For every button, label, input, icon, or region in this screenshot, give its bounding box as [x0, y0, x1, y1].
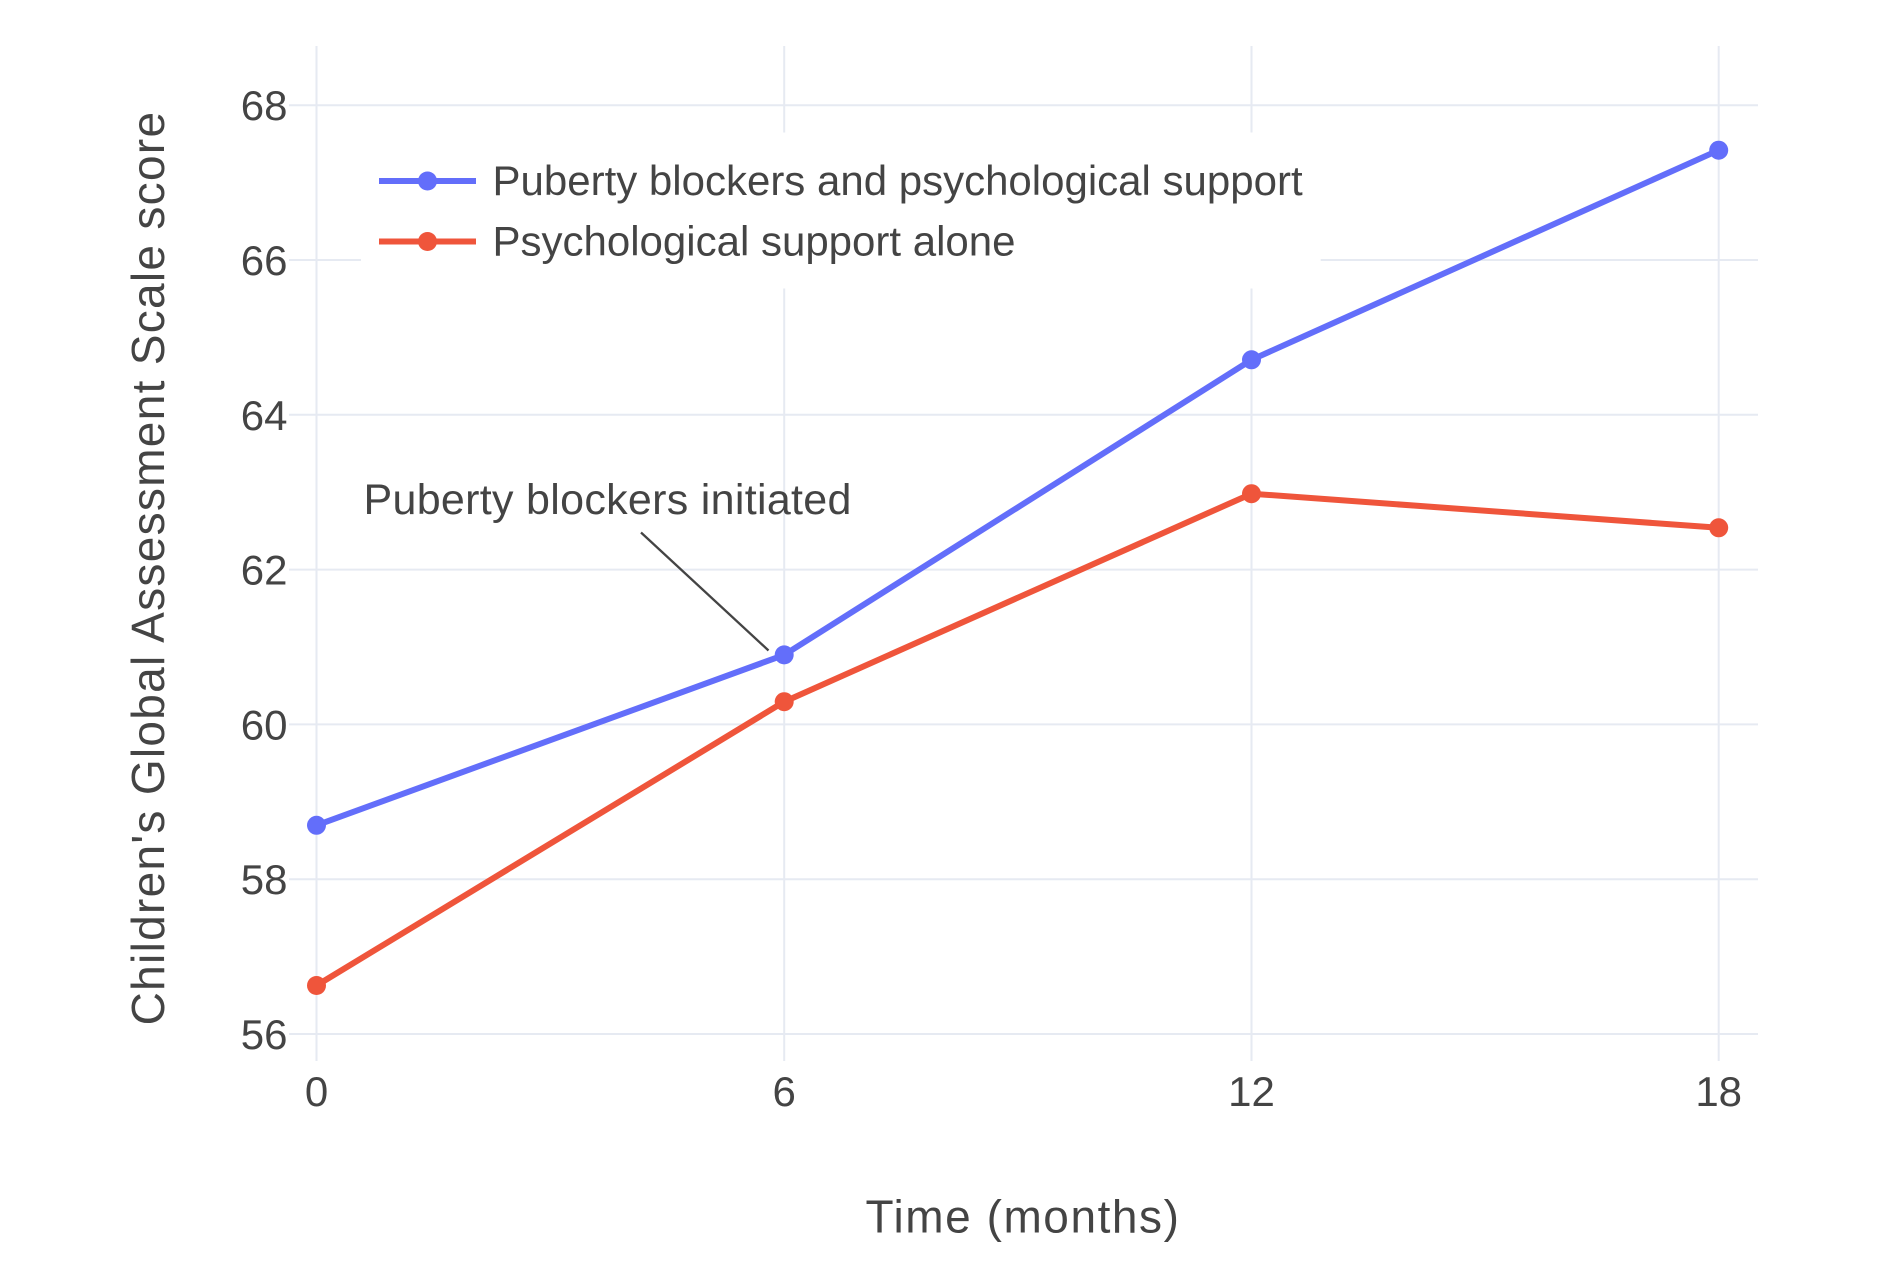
svg-text:Psychological support alone: Psychological support alone: [493, 218, 1016, 265]
svg-text:68: 68: [241, 82, 288, 129]
svg-text:58: 58: [241, 856, 288, 903]
svg-text:Puberty blockers and psycholog: Puberty blockers and psychological suppo…: [493, 157, 1303, 204]
svg-text:18: 18: [1695, 1068, 1742, 1115]
svg-text:Time (months): Time (months): [866, 1191, 1181, 1243]
svg-text:56: 56: [241, 1011, 288, 1058]
svg-text:12: 12: [1228, 1068, 1275, 1115]
svg-text:60: 60: [241, 701, 288, 748]
svg-text:Puberty blockers initiated: Puberty blockers initiated: [364, 476, 852, 524]
svg-text:66: 66: [241, 237, 288, 284]
svg-text:0: 0: [305, 1068, 328, 1115]
svg-text:Children's Global Assessment S: Children's Global Assessment Scale score: [122, 111, 174, 1026]
svg-text:64: 64: [241, 392, 288, 439]
svg-text:62: 62: [241, 547, 288, 594]
svg-text:6: 6: [773, 1068, 796, 1115]
